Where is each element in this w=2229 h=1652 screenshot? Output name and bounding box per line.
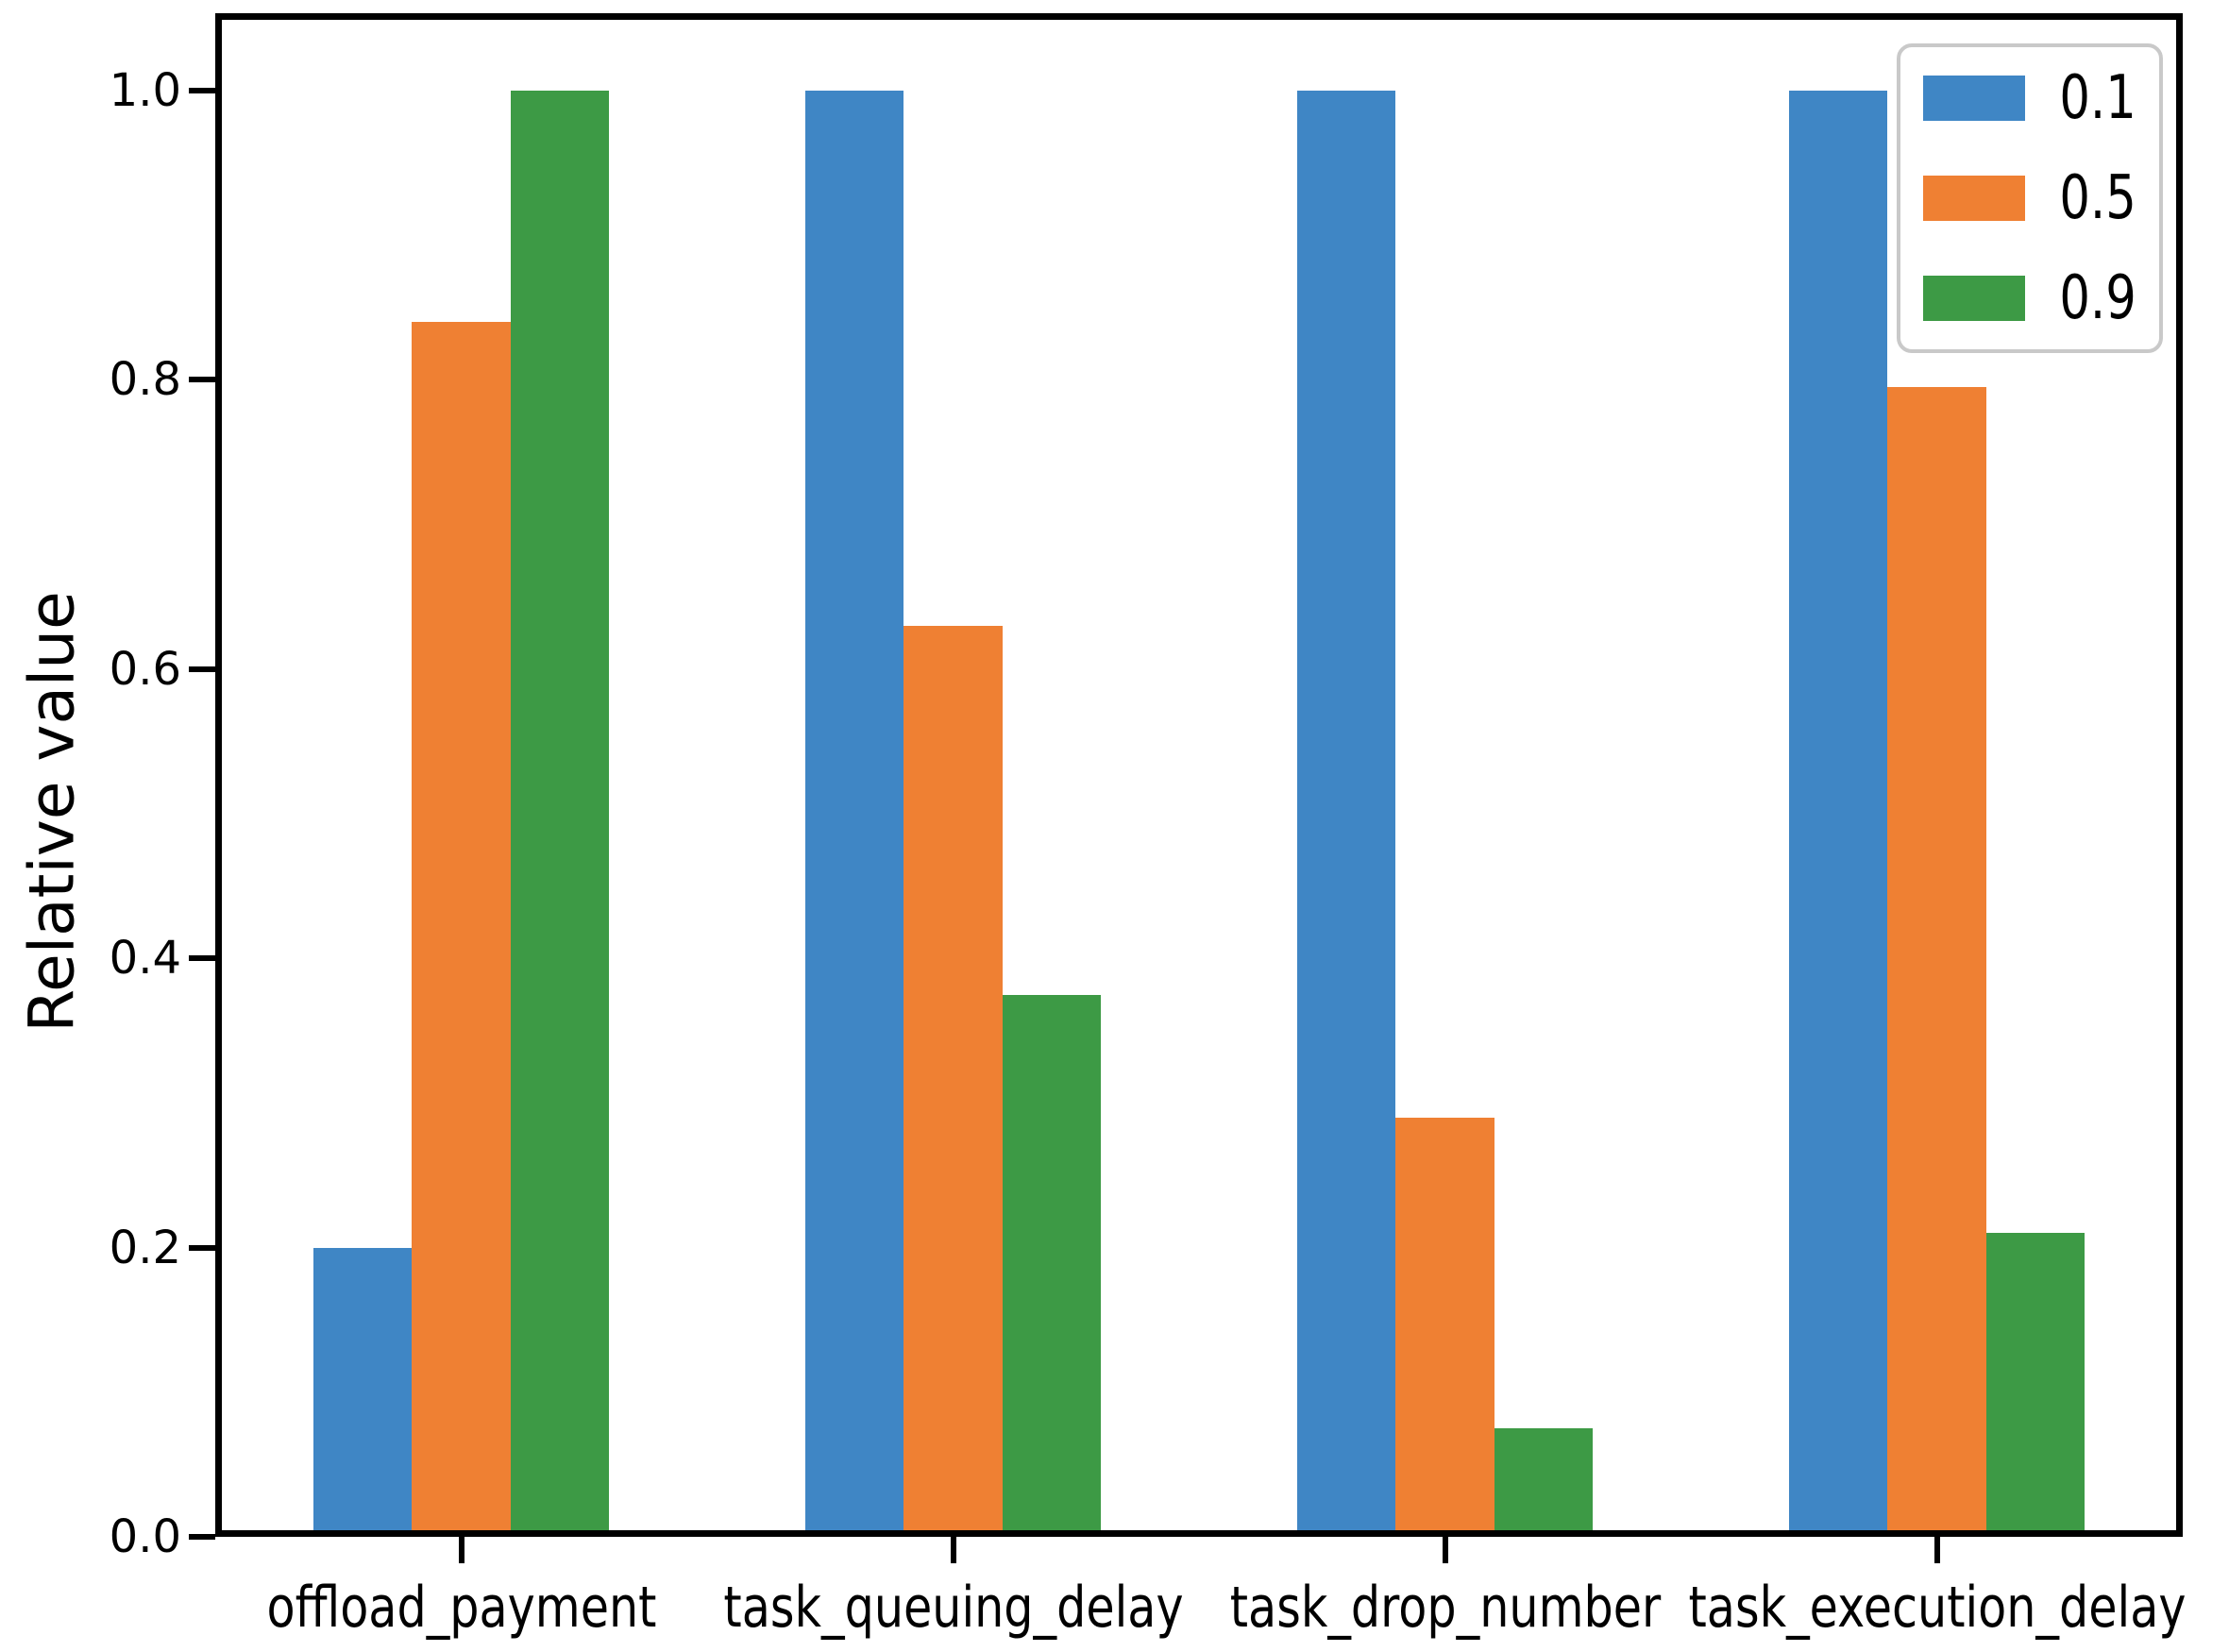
legend-label-0.9: 0.9 <box>2059 263 2136 333</box>
bar-0.5-task_drop_number <box>1395 1117 1494 1537</box>
bar-0.9-offload_payment <box>510 91 609 1537</box>
bar-0.1-task_queuing_delay <box>805 91 904 1537</box>
y-tick-mark-0.4 <box>189 955 215 962</box>
x-tick-label-task_drop_number: task_drop_number <box>1229 1575 1661 1641</box>
y-tick-label-0.8: 0.8 <box>109 353 181 407</box>
legend-item-0.9: 0.9 <box>1923 263 2136 333</box>
y-tick-mark-1.0 <box>189 88 215 93</box>
x-tick-label-task_queuing_delay: task_queuing_delay <box>722 1575 1184 1641</box>
x-tick-mark-offload_payment <box>458 1537 464 1563</box>
legend-item-0.1: 0.1 <box>1923 63 2136 133</box>
legend-swatch-0.5 <box>1923 176 2025 221</box>
y-tick-label-0.2: 0.2 <box>109 1221 181 1274</box>
y-tick-mark-0.2 <box>189 1244 215 1251</box>
bar-0.1-task_execution_delay <box>1789 91 1888 1537</box>
bar-0.9-task_drop_number <box>1494 1428 1593 1537</box>
bar-0.5-task_execution_delay <box>1887 387 1986 1537</box>
bar-0.5-offload_payment <box>412 322 511 1537</box>
y-tick-label-0.4: 0.4 <box>109 932 181 986</box>
legend-label-0.1: 0.1 <box>2059 63 2136 133</box>
x-tick-mark-task_queuing_delay <box>950 1537 956 1563</box>
bar-0.9-task_execution_delay <box>1985 1233 2085 1537</box>
y-tick-mark-0.0 <box>189 1534 215 1540</box>
legend-swatch-0.1 <box>1923 76 2025 121</box>
legend-swatch-0.9 <box>1923 276 2025 321</box>
bar-0.5-task_queuing_delay <box>903 625 1003 1537</box>
x-tick-label-offload_payment: offload_payment <box>266 1575 656 1641</box>
y-tick-label-0.6: 0.6 <box>109 642 181 696</box>
y-tick-label-1.0: 1.0 <box>109 64 181 117</box>
x-tick-mark-task_execution_delay <box>1933 1537 1940 1563</box>
bar-0.1-task_drop_number <box>1297 91 1396 1537</box>
legend-label-0.5: 0.5 <box>2059 163 2136 233</box>
legend: 0.1 0.5 0.9 <box>1897 43 2163 353</box>
bar-0.1-offload_payment <box>313 1247 413 1537</box>
x-tick-mark-task_drop_number <box>1442 1537 1448 1563</box>
y-tick-mark-0.6 <box>189 666 215 672</box>
bar-0.9-task_queuing_delay <box>1002 994 1101 1537</box>
y-tick-mark-0.8 <box>189 377 215 383</box>
legend-item-0.5: 0.5 <box>1923 163 2136 233</box>
y-tick-label-0.0: 0.0 <box>109 1510 181 1563</box>
x-tick-label-task_execution_delay: task_execution_delay <box>1688 1575 2186 1641</box>
